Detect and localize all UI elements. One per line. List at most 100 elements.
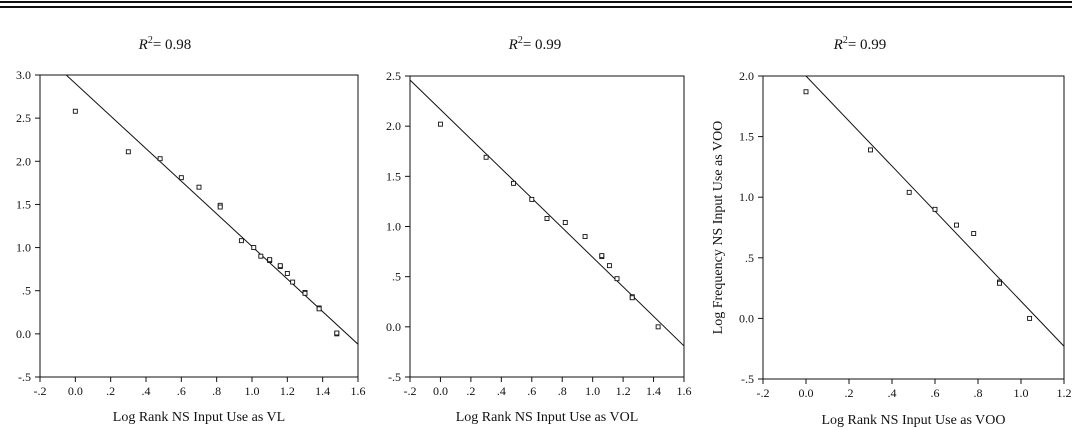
x-tick-label: .8 [974,386,983,400]
y-tick-label: 2.5 [386,69,401,83]
y-tick-label: 1.5 [16,197,31,211]
data-point [868,147,873,153]
title-value: = 0.99 [848,37,886,53]
data-point [511,180,516,186]
plot-frame [762,75,1065,380]
data-point [334,330,340,336]
data-point [562,220,568,225]
x-tick-label: 0.0 [68,384,83,398]
x-tick-label: 1.2 [616,384,631,398]
data-point [544,216,550,221]
title-superscript: 2 [843,35,848,46]
data-point [157,156,163,162]
x-axis-label: Log Rank NS Input Use as VOL [456,410,639,425]
y-tick-label: -.5 [388,370,401,384]
x-tick-label: 1.2 [1057,386,1072,400]
x-tick-label: 1.6 [351,384,366,398]
data-point [971,231,977,237]
y-tick-label: 2.0 [16,154,31,168]
x-tick-label: 1.0 [585,384,600,398]
x-tick-label: 1.0 [245,384,260,398]
title-r-symbol: R [138,37,148,53]
chart-title: R2= 0.98 [138,35,192,53]
y-tick-label: -.5 [741,372,754,386]
x-tick-label: 1.4 [315,384,330,398]
data-point [437,121,443,127]
data-point [599,253,605,259]
x-tick-label: 1.2 [280,384,295,398]
data-point [997,280,1002,286]
title-superscript: 2 [518,35,523,46]
x-tick-label: .4 [497,384,506,398]
data-point [284,271,290,276]
data-point [483,154,489,160]
data-point [803,89,809,95]
x-tick-label: 0.0 [799,386,814,400]
y-tick-label: 1.0 [16,241,31,255]
data-point [932,206,938,212]
data-point [277,263,283,269]
x-tick-label: .2 [106,384,115,398]
y-tick-label: .5 [392,270,401,284]
data-point [196,184,202,190]
y-tick-label: 2.0 [739,69,754,83]
data-point [655,324,661,330]
data-point [238,238,244,244]
top-rule-1 [0,1,1072,3]
y-tick-label: 1.0 [386,220,401,234]
title-value: = 0.98 [153,37,191,53]
data-point [178,175,184,181]
fit-line [410,79,684,347]
data-point [125,149,131,155]
chart-1: R2= 0.98 -.2 0.0 .2 .4 .6 .8 1.0 1.2 1.4 1.6 -.5 0.0… [16,35,366,425]
data-point [251,245,257,251]
data-point [582,234,588,239]
plot-frame [39,74,359,378]
y-tick-label: 2.5 [16,111,31,125]
y-tick-label: .5 [22,284,31,298]
data-point [316,306,322,312]
top-rule-2 [0,6,1072,8]
x-tick-label: -.2 [757,386,770,400]
x-axis-label: Log Rank NS Input Use as VOO [821,413,1005,428]
x-tick-label: -.2 [34,384,47,398]
x-tick-label: 1.4 [646,384,661,398]
x-tick-label: .6 [931,386,940,400]
y-tick-label: 1.0 [739,190,754,204]
y-axis-label: Log Frequency NS Input Use as VOO [711,121,726,335]
x-tick-label: .4 [142,384,151,398]
x-tick-label: .6 [527,384,536,398]
x-tick-label: 1.0 [1014,386,1029,400]
data-point [606,263,612,269]
data-point [290,279,296,285]
x-tick-label: -.2 [404,384,417,398]
y-tick-label: 0.0 [16,327,31,341]
x-tick-label: .2 [845,386,854,400]
data-point [1027,315,1033,321]
data-point [72,108,78,114]
data-point [906,189,912,195]
x-tick-label: 1.6 [677,384,692,398]
x-tick-label: .6 [177,384,186,398]
x-tick-label: 0.0 [433,384,448,398]
data-point [954,222,959,228]
x-tick-label: .4 [888,386,897,400]
chart-2: R2= 0.99 -.2 0.0 .2 .4 .6 .8 1.0 1.2 1.4 1.6 -.5 0.0… [386,35,692,425]
title-r-symbol: R [508,37,518,53]
data-point [614,276,620,282]
y-tick-label: 1.5 [739,130,754,144]
y-tick-label: 2.0 [386,119,401,133]
title-value: = 0.99 [523,37,561,53]
data-point [302,290,308,296]
y-tick-label: 1.5 [386,169,401,183]
y-tick-label: 0.0 [739,311,754,325]
fit-line [65,75,358,345]
x-tick-label: .8 [212,384,221,398]
title-r-symbol: R [833,37,843,53]
data-point [267,257,273,263]
y-tick-label: 0.0 [386,320,401,334]
data-point [629,295,635,301]
title-superscript: 2 [148,35,153,46]
chart-title: R2= 0.99 [833,35,887,53]
